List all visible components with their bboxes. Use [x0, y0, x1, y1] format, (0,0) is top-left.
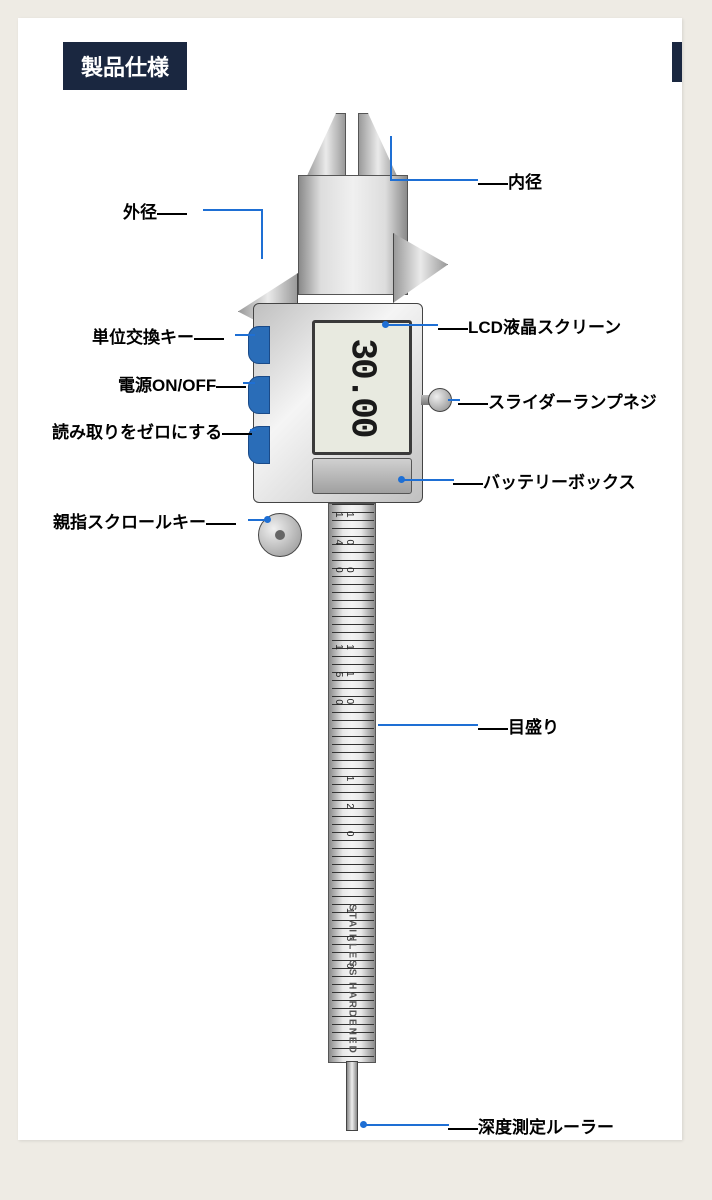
material-text: STAINLESS HARDENED — [347, 904, 358, 1055]
label-outer-jaw: 外径 — [123, 198, 187, 223]
label-inner-jaw: 内径 — [478, 168, 542, 193]
label-lcd: LCD液晶スクリーン — [438, 313, 621, 338]
label-slider-screw: スライダーランプネジ — [458, 388, 657, 413]
ruler-scale: 100 110 120 130 140 150 STAINLESS HARDEN… — [328, 503, 376, 1063]
battery-cover — [312, 458, 412, 494]
lcd-housing: 30.00 — [253, 303, 423, 503]
lcd-screen: 30.00 — [312, 320, 412, 455]
label-thumb: 親指スクロールキー — [53, 508, 236, 533]
label-scale: 目盛り — [478, 713, 559, 738]
label-power: 電源ON/OFF — [118, 371, 246, 396]
outer-jaw-right — [393, 233, 448, 303]
manual-page: 製品仕様 30.00 100 110 120 — [18, 18, 682, 1140]
label-unit-key: 単位交換キー — [92, 323, 224, 348]
caliper-illustration: 30.00 100 110 120 130 140 150 STAINLESS … — [298, 113, 408, 1133]
depth-rod — [346, 1061, 358, 1131]
section-title: 製品仕様 — [63, 42, 187, 90]
caliper-frame-upper — [298, 175, 408, 295]
label-depth: 深度測定ルーラー — [448, 1113, 614, 1138]
unit-button — [248, 326, 270, 364]
header-accent-right — [672, 42, 682, 82]
label-zero: 読み取りをゼロにする — [52, 418, 252, 443]
label-battery: バッテリーボックス — [453, 468, 636, 493]
lcd-reading: 30.00 — [342, 338, 383, 436]
inner-jaws — [306, 113, 398, 178]
